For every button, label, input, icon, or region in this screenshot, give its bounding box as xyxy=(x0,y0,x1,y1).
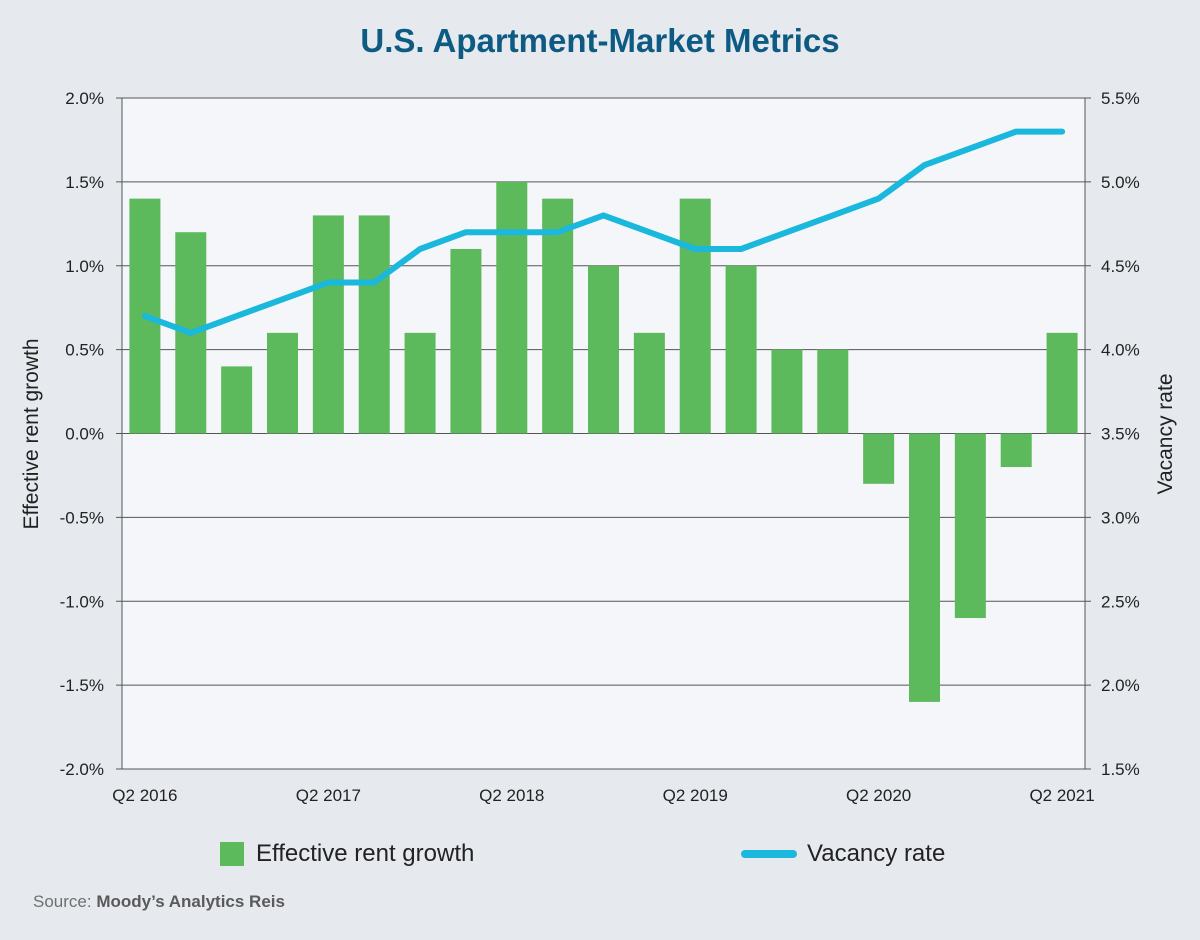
y-right-tick-label: 5.0% xyxy=(1101,173,1140,192)
bar xyxy=(588,265,619,434)
x-tick-label: Q2 2017 xyxy=(296,786,361,805)
y-left-tick-label: -1.5% xyxy=(60,676,104,695)
bar xyxy=(909,433,940,702)
x-tick-label: Q2 2018 xyxy=(479,786,544,805)
bar xyxy=(358,215,390,434)
y-left-tick-label: -2.0% xyxy=(60,760,104,779)
x-tick-label: Q2 2016 xyxy=(112,786,177,805)
legend-swatch-line xyxy=(741,850,797,858)
bar xyxy=(450,248,482,434)
bar xyxy=(771,349,803,434)
y-right-tick-label: 4.5% xyxy=(1101,257,1140,276)
y-right-tick-label: 2.0% xyxy=(1101,676,1140,695)
y-right-tick-label: 1.5% xyxy=(1101,760,1140,779)
y-left-tick-label: -1.0% xyxy=(60,592,104,611)
bar xyxy=(1046,332,1078,434)
bar xyxy=(221,366,253,434)
source-note: Source: Moody’s Analytics Reis xyxy=(33,892,285,912)
source-name: Moody’s Analytics Reis xyxy=(96,892,285,911)
bar xyxy=(633,332,665,434)
y-axis-right-label: Vacancy rate xyxy=(1154,373,1177,495)
legend-swatch-bar xyxy=(220,842,244,866)
legend-label-rent-growth: Effective rent growth xyxy=(256,840,475,867)
y-right-tick-label: 4.0% xyxy=(1101,341,1140,360)
y-right-tick-label: 3.0% xyxy=(1101,508,1140,527)
vacancy-line xyxy=(141,128,1066,336)
bar xyxy=(817,349,849,434)
y-right-tick-label: 3.5% xyxy=(1101,425,1140,444)
bar xyxy=(725,265,757,434)
bar xyxy=(267,332,298,434)
bar xyxy=(954,433,986,619)
bar xyxy=(863,433,895,484)
bar xyxy=(312,215,344,434)
y-right-tick-label: 2.5% xyxy=(1101,592,1140,611)
source-label: Source: xyxy=(33,892,92,911)
legend-item-rent-growth: Effective rent growth xyxy=(220,836,474,872)
x-tick-label: Q2 2021 xyxy=(1029,786,1094,805)
y-left-tick-label: 0.0% xyxy=(65,425,104,444)
x-tick-label: Q2 2020 xyxy=(846,786,911,805)
legend-label-vacancy: Vacancy rate xyxy=(807,840,946,867)
x-tick-label: Q2 2019 xyxy=(663,786,728,805)
bar xyxy=(1000,433,1032,468)
y-left-tick-label: 1.5% xyxy=(65,173,104,192)
bar xyxy=(679,198,711,434)
bar xyxy=(542,198,574,434)
bar xyxy=(404,332,436,434)
y-right-tick-label: 5.5% xyxy=(1101,89,1140,108)
y-left-tick-label: 2.0% xyxy=(65,89,104,108)
y-left-tick-label: 1.0% xyxy=(65,257,104,276)
y-left-tick-label: -0.5% xyxy=(60,508,104,527)
chart-title: U.S. Apartment-Market Metrics xyxy=(360,22,840,59)
bar xyxy=(496,181,528,434)
y-left-tick-label: 0.5% xyxy=(65,341,104,360)
legend-item-vacancy: Vacancy rate xyxy=(741,836,945,872)
y-axis-left-label: Effective rent growth xyxy=(20,338,43,530)
